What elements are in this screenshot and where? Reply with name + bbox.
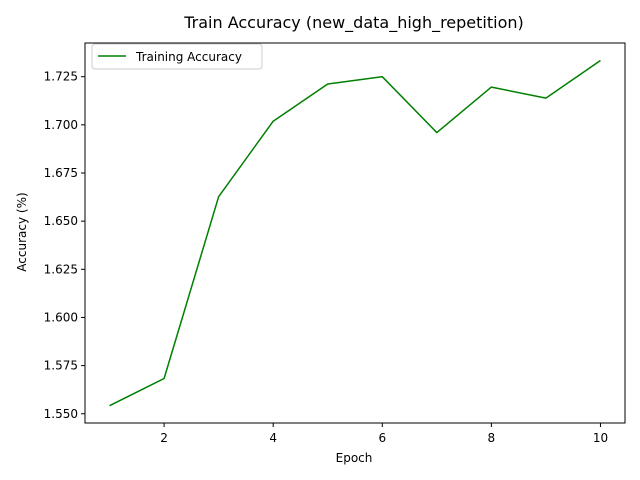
legend: Training Accuracy [91, 43, 263, 70]
x-axis-label: Epoch [336, 451, 373, 465]
y-tick-label: 1.675 [44, 166, 78, 180]
plot-area [84, 42, 626, 424]
x-axis-ticks: 2 4 6 8 10 [160, 423, 608, 445]
x-tick-label: 6 [378, 431, 386, 445]
y-axis-ticks: 1.550 1.575 1.600 1.625 1.650 1.675 1.700 1.725 [44, 70, 85, 421]
y-tick-label: 1.700 [44, 118, 78, 132]
x-tick-label: 8 [488, 431, 496, 445]
series-layer [109, 59, 601, 407]
x-tick-label: 10 [593, 431, 608, 445]
legend-box [91, 43, 263, 70]
x-tick-label: 2 [160, 431, 168, 445]
y-tick-label: 1.550 [44, 407, 78, 421]
y-axis-label: Accuracy (%) [15, 192, 29, 271]
x-tick-label: 4 [269, 431, 277, 445]
axes-frame [84, 42, 626, 424]
chart-title: Train Accuracy (new_data_high_repetition… [183, 13, 524, 33]
y-tick-label: 1.725 [44, 70, 78, 84]
y-tick-label: 1.600 [44, 310, 78, 324]
legend-label: Training Accuracy [135, 50, 242, 64]
y-tick-label: 1.625 [44, 262, 78, 276]
y-tick-label: 1.650 [44, 214, 78, 228]
y-tick-label: 1.575 [44, 359, 78, 373]
series-line-training-accuracy [109, 59, 601, 407]
